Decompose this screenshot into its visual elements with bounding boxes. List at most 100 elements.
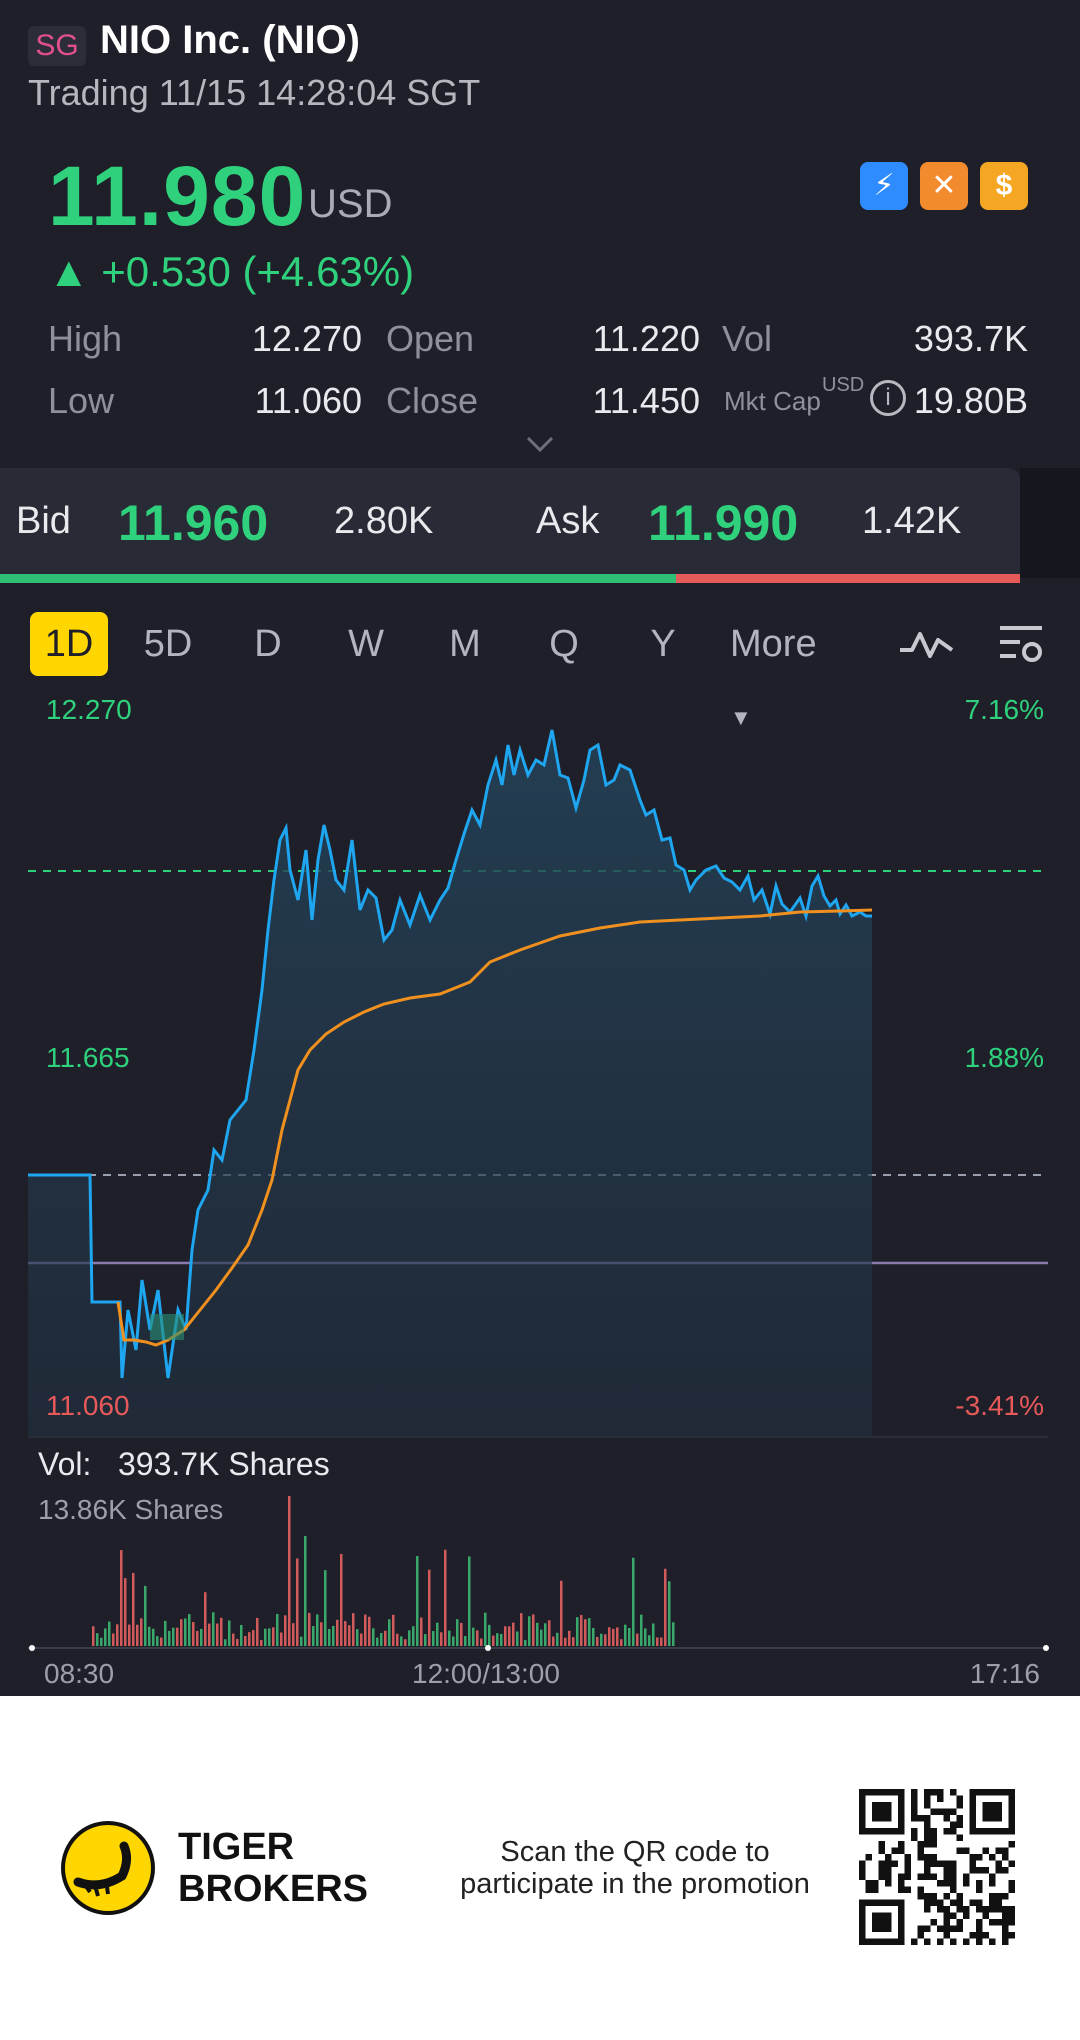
tab-y[interactable]: Y [650, 623, 676, 665]
qr-module [865, 1886, 872, 1893]
qr-module [956, 1847, 963, 1854]
intraday-chart[interactable] [0, 690, 1080, 1690]
qr-module [950, 1880, 957, 1887]
volume-bar [220, 1617, 223, 1646]
tab-q[interactable]: Q [549, 623, 579, 665]
trade-marker[interactable] [150, 1314, 184, 1340]
qr-module [950, 1873, 957, 1880]
volume-bar [460, 1622, 463, 1646]
volume-bar [372, 1628, 375, 1646]
caret-down-icon: ▼ [730, 705, 752, 730]
qr-module [995, 1847, 1002, 1854]
info-icon[interactable]: i [870, 380, 906, 416]
qr-module [898, 1886, 905, 1893]
last-price: 11.980 [48, 149, 307, 243]
volume-bar [212, 1612, 215, 1646]
volume-bar [92, 1626, 95, 1646]
mktcap-currency: USD [822, 374, 865, 396]
qr-module [924, 1925, 931, 1932]
qr-module [982, 1906, 989, 1913]
qr-module [924, 1867, 931, 1874]
volume-bar [164, 1620, 167, 1646]
qr-module [1002, 1919, 1009, 1926]
volume-bar [416, 1556, 419, 1646]
volume-bar [520, 1613, 523, 1646]
tab-m[interactable]: M [449, 623, 481, 665]
promo-text: Scan the QR code to participate in the p… [430, 1836, 840, 1900]
qr-module [950, 1938, 957, 1945]
qr-module [904, 1854, 911, 1861]
fire-icon[interactable]: ✕ [920, 162, 968, 210]
axis-mid-price: 11.665 [46, 1042, 130, 1073]
qr-finder [982, 1802, 1002, 1822]
qr-module [1008, 1912, 1015, 1919]
qr-code[interactable] [858, 1788, 1016, 1946]
qr-module [950, 1912, 957, 1919]
tab-more[interactable]: More ▼ [730, 612, 842, 730]
qr-module [898, 1873, 905, 1880]
time-end: 17:16 [969, 1658, 1040, 1689]
tab-5d[interactable]: 5D [143, 623, 193, 665]
qr-module [956, 1919, 963, 1926]
qr-module [924, 1828, 931, 1835]
volume-bar [540, 1629, 543, 1646]
volume-bar [432, 1631, 435, 1646]
time-mid: 12:00/13:00 [412, 1658, 560, 1689]
volume-bar [400, 1636, 403, 1646]
volume-bars [92, 1496, 675, 1646]
volume-bar [360, 1633, 363, 1646]
brand-line2: BROKERS [178, 1868, 369, 1910]
qr-module [878, 1873, 885, 1880]
low-label: Low [48, 380, 115, 421]
qr-module [878, 1841, 885, 1848]
qr-module [924, 1841, 931, 1848]
qr-module [950, 1808, 957, 1815]
volume-bar [216, 1623, 219, 1646]
qr-module [1002, 1932, 1009, 1939]
qr-module [1008, 1906, 1015, 1913]
volume-bar [280, 1632, 283, 1646]
volume-bar [572, 1637, 575, 1646]
indicator-icon[interactable] [898, 622, 954, 666]
tab-1d[interactable]: 1D [30, 612, 108, 676]
bid-ask-side [1020, 468, 1080, 578]
volume-bar [208, 1623, 211, 1646]
qr-module [976, 1886, 983, 1893]
volume-bar [528, 1616, 531, 1646]
volume-bar [100, 1637, 103, 1646]
volume-bar [240, 1624, 243, 1646]
tab-d[interactable]: D [254, 623, 282, 665]
volume-bar [476, 1630, 479, 1646]
qr-module [937, 1795, 944, 1802]
qr-module [878, 1867, 885, 1874]
volume-bar [672, 1622, 675, 1646]
volume-bar [292, 1623, 295, 1646]
qr-module [950, 1828, 957, 1835]
qr-module [898, 1841, 905, 1848]
qr-module [1008, 1886, 1015, 1893]
promo-footer [0, 1696, 1080, 2040]
qr-module [969, 1867, 976, 1874]
qr-module [911, 1834, 918, 1841]
qr-module [989, 1899, 996, 1906]
close-value: 11.450 [592, 380, 700, 421]
lightning-icon[interactable]: ⚡ [860, 162, 908, 210]
volume-bar [436, 1622, 439, 1646]
qr-module [885, 1854, 892, 1861]
volume-bar [544, 1623, 547, 1646]
dollar-icon[interactable]: $ [980, 162, 1028, 210]
chart-settings-icon[interactable] [996, 618, 1046, 668]
volume-bar [184, 1618, 187, 1646]
qr-module [943, 1893, 950, 1900]
volume-bar [264, 1628, 267, 1646]
qr-module [911, 1802, 918, 1809]
qr-module [930, 1834, 937, 1841]
chevron-down-icon[interactable] [522, 430, 558, 460]
volume-bar [116, 1624, 119, 1646]
qr-module [1002, 1847, 1009, 1854]
qr-module [930, 1828, 937, 1835]
qr-module [924, 1795, 931, 1802]
volume-bar [312, 1626, 315, 1646]
tab-w[interactable]: W [348, 623, 384, 665]
stock-title: NIO Inc. (NIO) [100, 18, 360, 62]
